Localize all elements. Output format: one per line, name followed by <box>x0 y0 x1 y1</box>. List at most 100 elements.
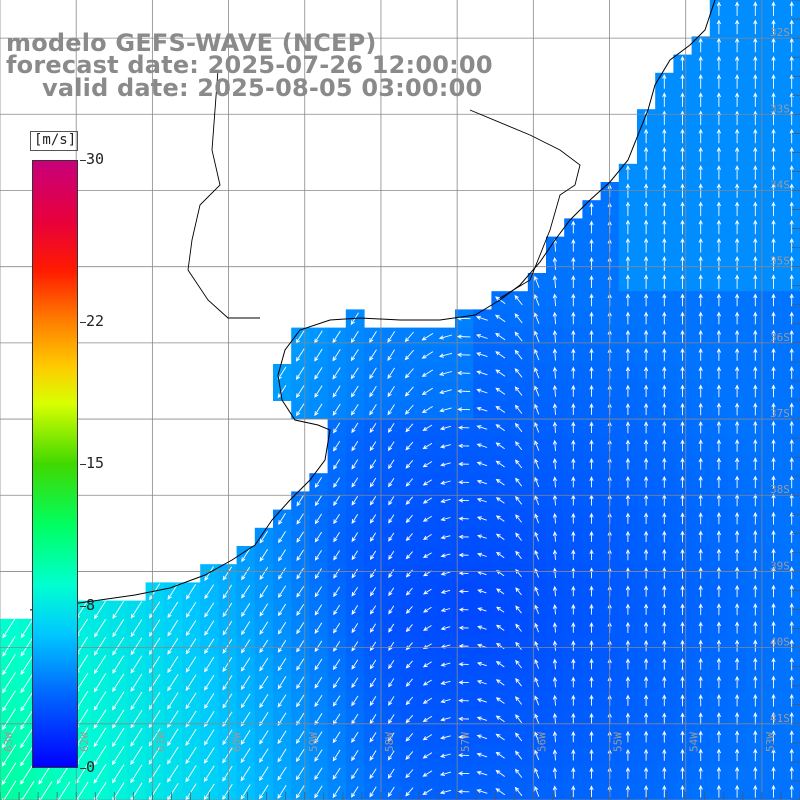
wind-arrow <box>771 256 776 271</box>
wind-arrow <box>753 146 758 162</box>
wind-arrow <box>185 674 197 692</box>
wind-arrow <box>753 183 758 198</box>
wind-arrow <box>552 421 558 433</box>
wind-arrow <box>771 183 776 198</box>
wind-arrow <box>734 439 740 452</box>
wind-arrow <box>789 639 794 652</box>
wind-arrow <box>552 785 558 798</box>
wind-arrow <box>515 514 522 523</box>
wind-arrow <box>259 657 269 672</box>
wind-arrow <box>734 420 740 434</box>
wind-arrow <box>662 128 667 144</box>
wind-arrow <box>93 655 107 675</box>
wind-arrow <box>148 637 161 656</box>
wind-arrow <box>771 384 776 398</box>
wind-arrow <box>350 385 359 398</box>
wind-arrow <box>422 697 433 704</box>
wind-arrow <box>422 479 433 486</box>
wind-arrow <box>458 662 469 667</box>
wind-arrow <box>351 731 359 743</box>
wind-arrow <box>514 422 523 433</box>
wind-arrow <box>241 566 251 581</box>
wind-arrow <box>495 387 506 395</box>
wind-arrow <box>112 709 125 729</box>
wind-arrow <box>204 674 215 691</box>
wind-arrow <box>222 729 233 746</box>
wind-arrow <box>662 329 667 343</box>
wind-arrow <box>240 748 251 764</box>
wind-arrow <box>789 438 794 452</box>
wind-arrow <box>404 349 414 361</box>
wind-arrow <box>734 730 740 743</box>
wind-arrow <box>277 766 287 781</box>
wind-arrow <box>222 747 233 764</box>
wind-arrow <box>296 513 304 525</box>
wind-arrow <box>789 657 794 671</box>
wind-arrow <box>734 657 740 670</box>
wind-arrow <box>662 366 667 379</box>
wind-arrow <box>552 676 558 688</box>
wind-arrow <box>753 548 758 561</box>
wind-arrow <box>643 512 649 524</box>
wind-arrow <box>278 567 286 580</box>
wind-arrow <box>680 585 685 597</box>
wind-arrow <box>388 477 395 488</box>
wind-arrow <box>771 493 776 507</box>
wind-arrow <box>2 690 16 712</box>
wind-arrow <box>259 549 268 562</box>
wind-arrow <box>734 347 740 361</box>
wind-arrow <box>571 694 576 706</box>
wind-arrow <box>571 421 576 433</box>
wind-arrow <box>240 784 251 800</box>
wind-arrow <box>571 622 576 633</box>
wind-arrow <box>534 513 540 524</box>
wind-arrow <box>734 402 740 416</box>
wind-arrow <box>496 588 505 595</box>
wind-arrow <box>753 274 758 289</box>
wind-arrow <box>643 329 649 343</box>
wind-arrow <box>643 183 649 198</box>
wind-arrow <box>716 766 722 780</box>
wind-arrow <box>680 512 685 525</box>
wind-arrow <box>680 256 685 271</box>
wind-arrow <box>680 530 685 543</box>
colorbar-tick-label: 15 <box>86 454 105 472</box>
wind-arrow <box>241 548 250 563</box>
wind-arrow <box>698 183 703 198</box>
wind-arrow <box>514 732 523 742</box>
wind-arrow <box>534 330 540 343</box>
wind-arrow <box>185 656 197 673</box>
wind-arrow <box>369 568 377 579</box>
wind-arrow <box>698 766 703 780</box>
wind-arrow <box>753 475 758 489</box>
wind-arrow <box>571 238 576 252</box>
lat-label: 40S <box>770 636 790 649</box>
wind-arrow <box>680 766 685 780</box>
wind-arrow <box>387 349 395 362</box>
wind-arrow <box>771 711 776 725</box>
wind-arrow <box>698 457 703 470</box>
wind-arrow <box>643 457 649 470</box>
wind-arrow <box>589 220 594 234</box>
wind-arrow <box>440 571 451 576</box>
wind-arrow <box>351 550 358 561</box>
wind-arrow <box>1 762 17 786</box>
wind-arrow <box>295 785 305 799</box>
wind-arrow <box>734 19 740 35</box>
wind-arrow <box>2 672 16 694</box>
wind-arrow <box>662 621 667 634</box>
wind-arrow <box>734 1 740 16</box>
river-line <box>187 69 260 319</box>
wind-arrow <box>589 238 594 252</box>
wind-arrow <box>295 749 305 763</box>
wind-arrow <box>259 603 269 617</box>
lon-label: 63W <box>2 732 15 752</box>
wind-arrow <box>369 659 377 670</box>
wind-arrow <box>698 237 703 253</box>
wind-arrow <box>203 729 215 746</box>
wind-arrow <box>571 384 576 397</box>
wind-arrow <box>534 604 540 615</box>
lat-label: 34S <box>770 178 790 191</box>
wind-arrow <box>789 420 794 434</box>
